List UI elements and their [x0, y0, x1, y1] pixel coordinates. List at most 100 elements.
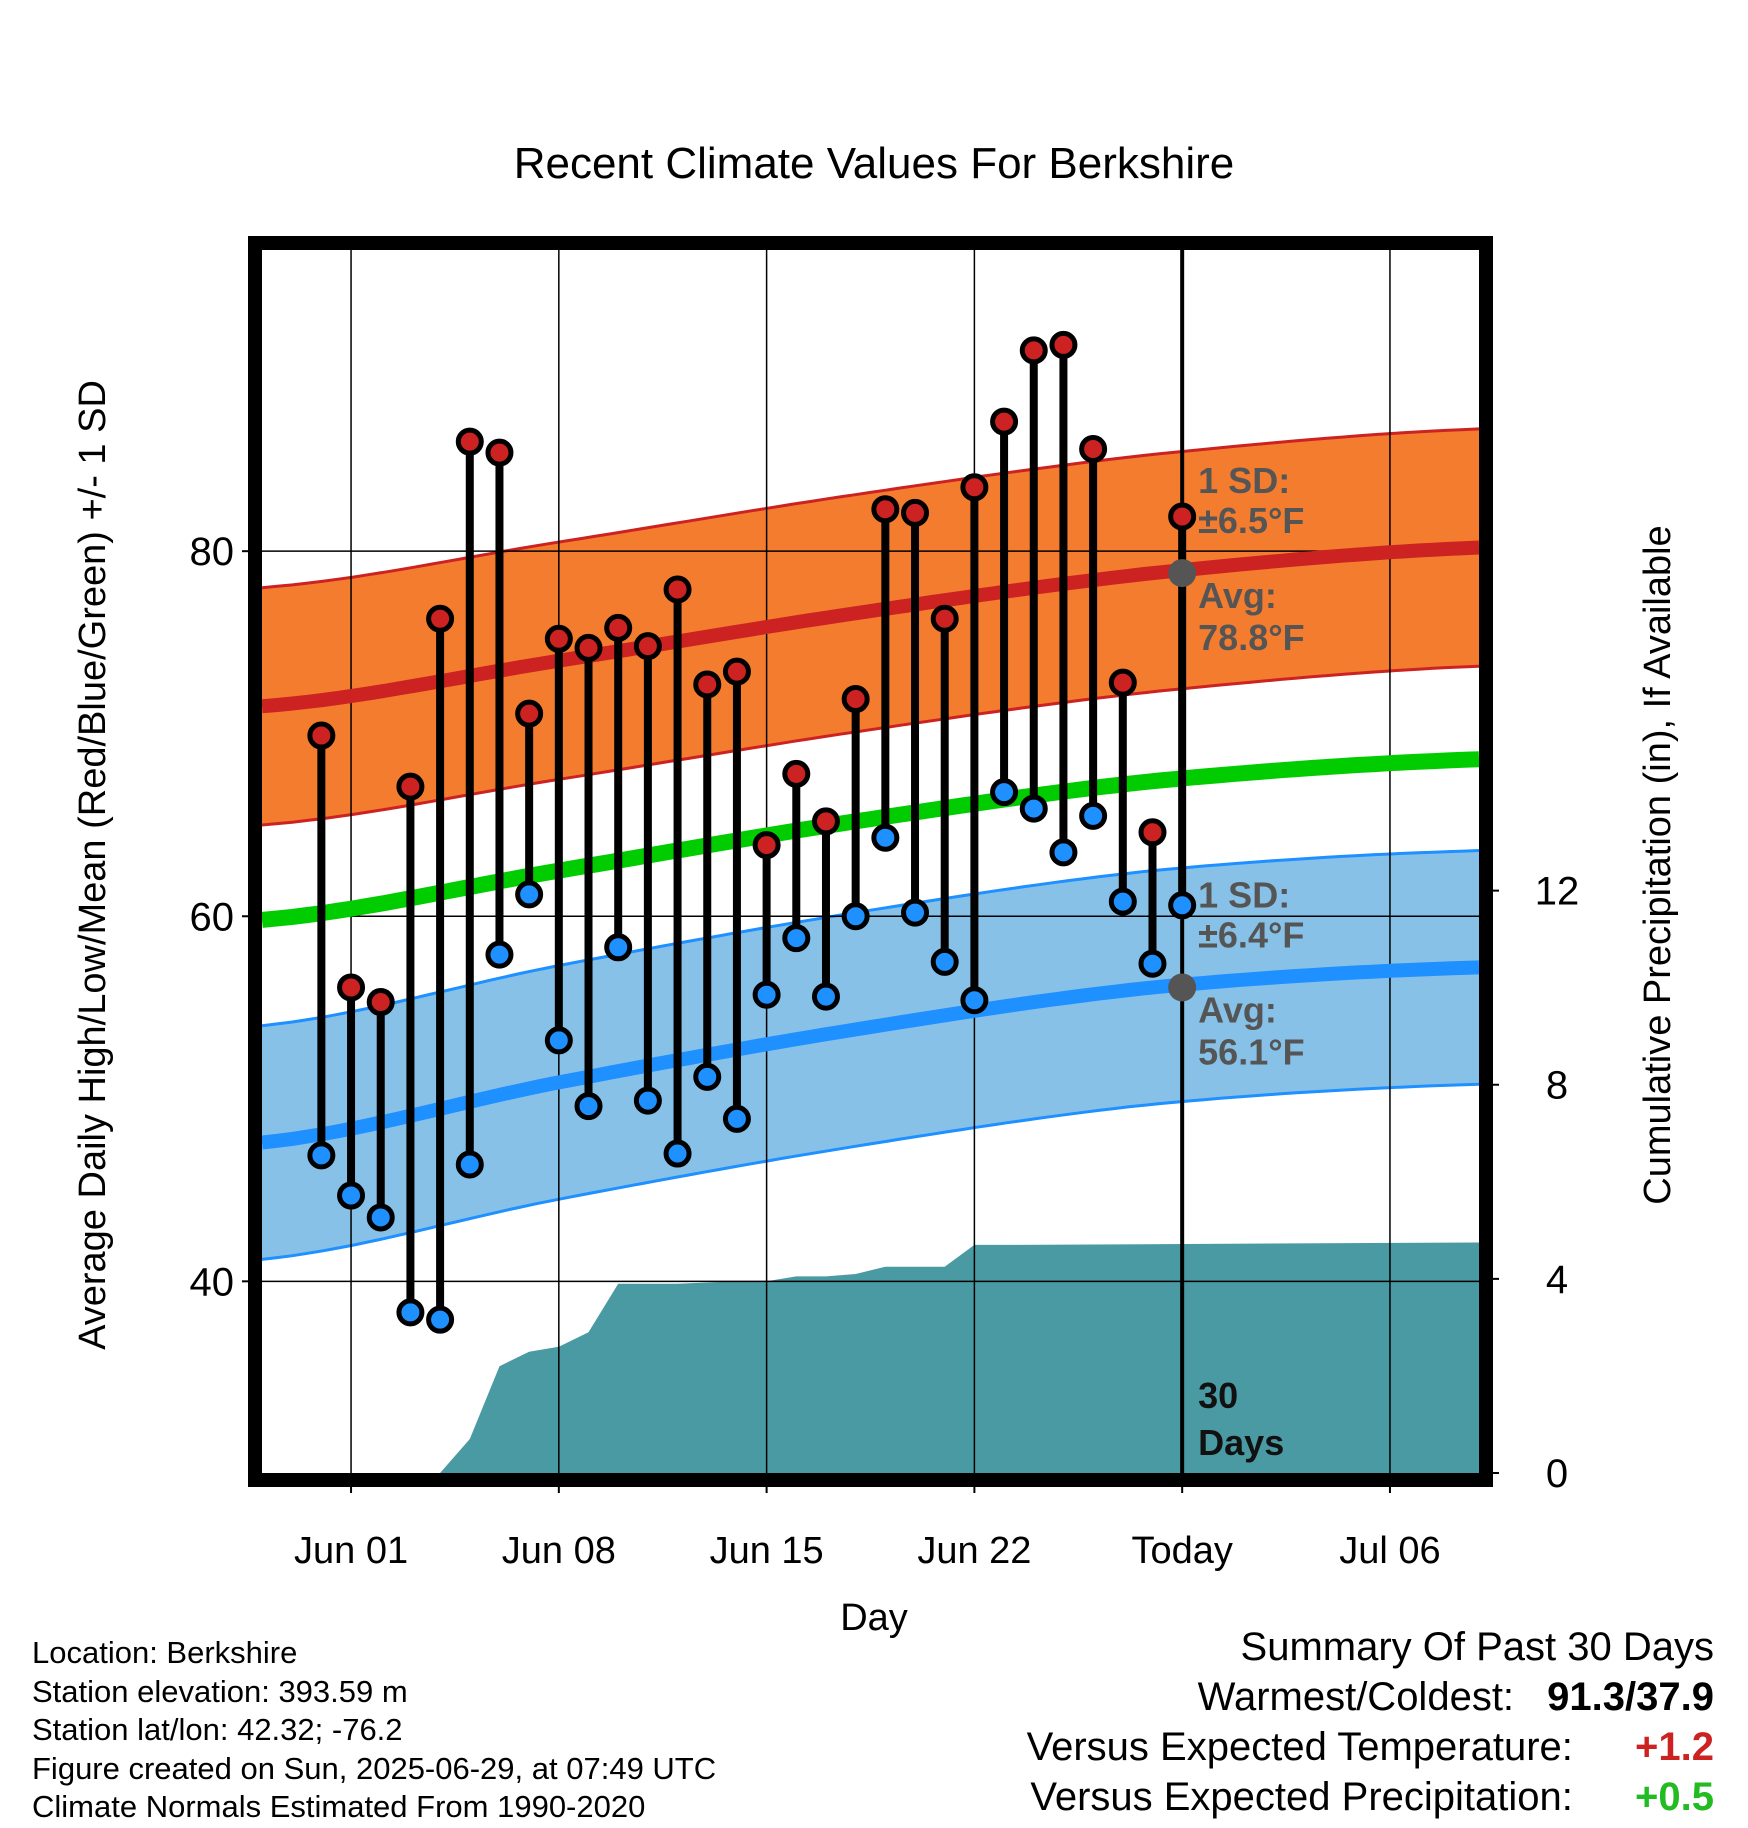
daily-high-point — [841, 685, 870, 714]
daily-low-point — [871, 823, 900, 852]
daily-low-point — [307, 1141, 336, 1170]
daily-high-point — [1079, 434, 1108, 463]
daily-low-point — [811, 982, 840, 1011]
low-sd-band — [262, 850, 1479, 1260]
daily-low-point — [366, 1203, 395, 1232]
station-info: Location: Berkshire Station elevation: 3… — [32, 1634, 716, 1827]
daily-high-point — [990, 407, 1019, 436]
days-label-number: 30 — [1198, 1375, 1238, 1416]
daily-low-point — [337, 1181, 366, 1210]
daily-low-point — [1019, 794, 1048, 823]
high-avg-label: Avg: — [1198, 575, 1277, 616]
daily-high-point — [604, 613, 633, 642]
warm-cold-row: Warmest/Coldest: 91.3/37.9 — [1027, 1672, 1714, 1722]
y2-tick-label: 0 — [1546, 1452, 1568, 1496]
daily-high-point — [633, 632, 662, 661]
temp-label: Versus Expected Temperature: — [1026, 1725, 1573, 1769]
summary-panel: Summary Of Past 30 Days Warmest/Coldest:… — [1027, 1622, 1714, 1822]
created-text: Figure created on Sun, 2025-06-29, at 07… — [32, 1750, 717, 1786]
days-label-word: Days — [1198, 1422, 1284, 1463]
daily-high-point — [901, 498, 930, 527]
daily-high-point — [722, 657, 751, 686]
warm-cold-value: 91.3/37.9 — [1547, 1675, 1714, 1719]
daily-high-point — [455, 427, 484, 456]
x-tick-label: Jun 22 — [917, 1530, 1031, 1572]
daily-high-point — [337, 973, 366, 1002]
daily-high-point — [871, 495, 900, 524]
daily-high-point — [574, 633, 603, 662]
daily-high-point — [930, 604, 959, 633]
daily-high-point — [1049, 330, 1078, 359]
high-sd-band-lower-edge — [262, 664, 1479, 827]
y-tick-label: 40 — [190, 1260, 235, 1304]
high-sd-value: ±6.5°F — [1198, 500, 1304, 541]
daily-low-point — [1049, 838, 1078, 867]
daily-high-point — [366, 988, 395, 1017]
daily-low-point — [396, 1298, 425, 1327]
daily-low-point — [841, 902, 870, 931]
low-sd-band-upper-edge — [262, 849, 1479, 1028]
low-avg-label: Avg: — [1198, 989, 1277, 1030]
daily-low-point — [752, 980, 781, 1009]
daily-high-point — [811, 807, 840, 836]
temp-row: Versus Expected Temperature: +1.2 — [1027, 1722, 1714, 1772]
daily-low-point — [544, 1026, 573, 1055]
daily-high-point — [693, 670, 722, 699]
normal-high-line — [262, 540, 1479, 714]
elevation-text: Station elevation: 393.59 m — [32, 1673, 408, 1709]
daily-low-point — [663, 1139, 692, 1168]
today-low-avg-marker — [1168, 973, 1197, 1002]
daily-low-point — [960, 986, 989, 1015]
precip-row: Versus Expected Precipitation: +0.5 — [1027, 1772, 1714, 1822]
daily-low-point — [604, 933, 633, 962]
daily-low-point — [1168, 891, 1197, 920]
y2-axis-label: Cumulative Precipitation (in), If Availa… — [1637, 525, 1679, 1204]
low-sd-label: 1 SD: — [1198, 874, 1290, 915]
y2-tick-label: 8 — [1546, 1064, 1568, 1108]
daily-low-point — [485, 940, 514, 969]
daily-high-point — [1019, 336, 1048, 365]
x-tick-label: Jun 08 — [502, 1530, 616, 1572]
daily-low-point — [990, 778, 1019, 807]
daily-low-point — [515, 880, 544, 909]
daily-high-point — [1168, 502, 1197, 531]
low-avg-value: 56.1°F — [1198, 1031, 1304, 1072]
daily-low-point — [1079, 801, 1108, 830]
plot-frame — [248, 236, 1493, 1487]
precip-value: +0.5 — [1635, 1775, 1714, 1819]
y-tick-label: 60 — [190, 895, 235, 939]
daily-high-point — [515, 699, 544, 728]
daily-low-point — [633, 1086, 662, 1115]
daily-high-point — [485, 438, 514, 467]
daily-high-point — [663, 575, 692, 604]
daily-low-point — [930, 947, 959, 976]
chart-title: Recent Climate Values For Berkshire — [514, 139, 1235, 188]
normal-mean-line — [262, 751, 1479, 928]
high-sd-label: 1 SD: — [1198, 460, 1290, 501]
x-tick-label: Jun 15 — [710, 1530, 824, 1572]
low-sd-band-lower-edge — [262, 1082, 1479, 1261]
daily-high-point — [752, 831, 781, 860]
y-axis-label: Average Daily High/Low/Mean (Red/Blue/Gr… — [72, 380, 114, 1350]
plot-inner — [262, 250, 1479, 1473]
daily-low-point — [722, 1104, 751, 1133]
daily-low-point — [455, 1150, 484, 1179]
temp-value: +1.2 — [1635, 1725, 1714, 1769]
y2-tick-label: 4 — [1546, 1258, 1568, 1302]
y-tick-label: 80 — [190, 530, 235, 574]
daily-low-point — [901, 898, 930, 927]
y2-tick-label: 12 — [1535, 870, 1580, 914]
normal-low-line — [262, 960, 1479, 1150]
high-avg-value: 78.8°F — [1198, 617, 1304, 658]
daily-high-point — [396, 772, 425, 801]
location-text: Location: Berkshire — [32, 1635, 298, 1670]
low-sd-value: ±6.4°F — [1198, 914, 1304, 955]
x-axis-label: Day — [840, 1597, 908, 1639]
daily-low-point — [693, 1062, 722, 1091]
normals-text: Climate Normals Estimated From 1990-2020 — [32, 1789, 646, 1824]
daily-high-point — [960, 473, 989, 502]
daily-high-point — [782, 759, 811, 788]
today-high-avg-marker — [1168, 559, 1197, 588]
